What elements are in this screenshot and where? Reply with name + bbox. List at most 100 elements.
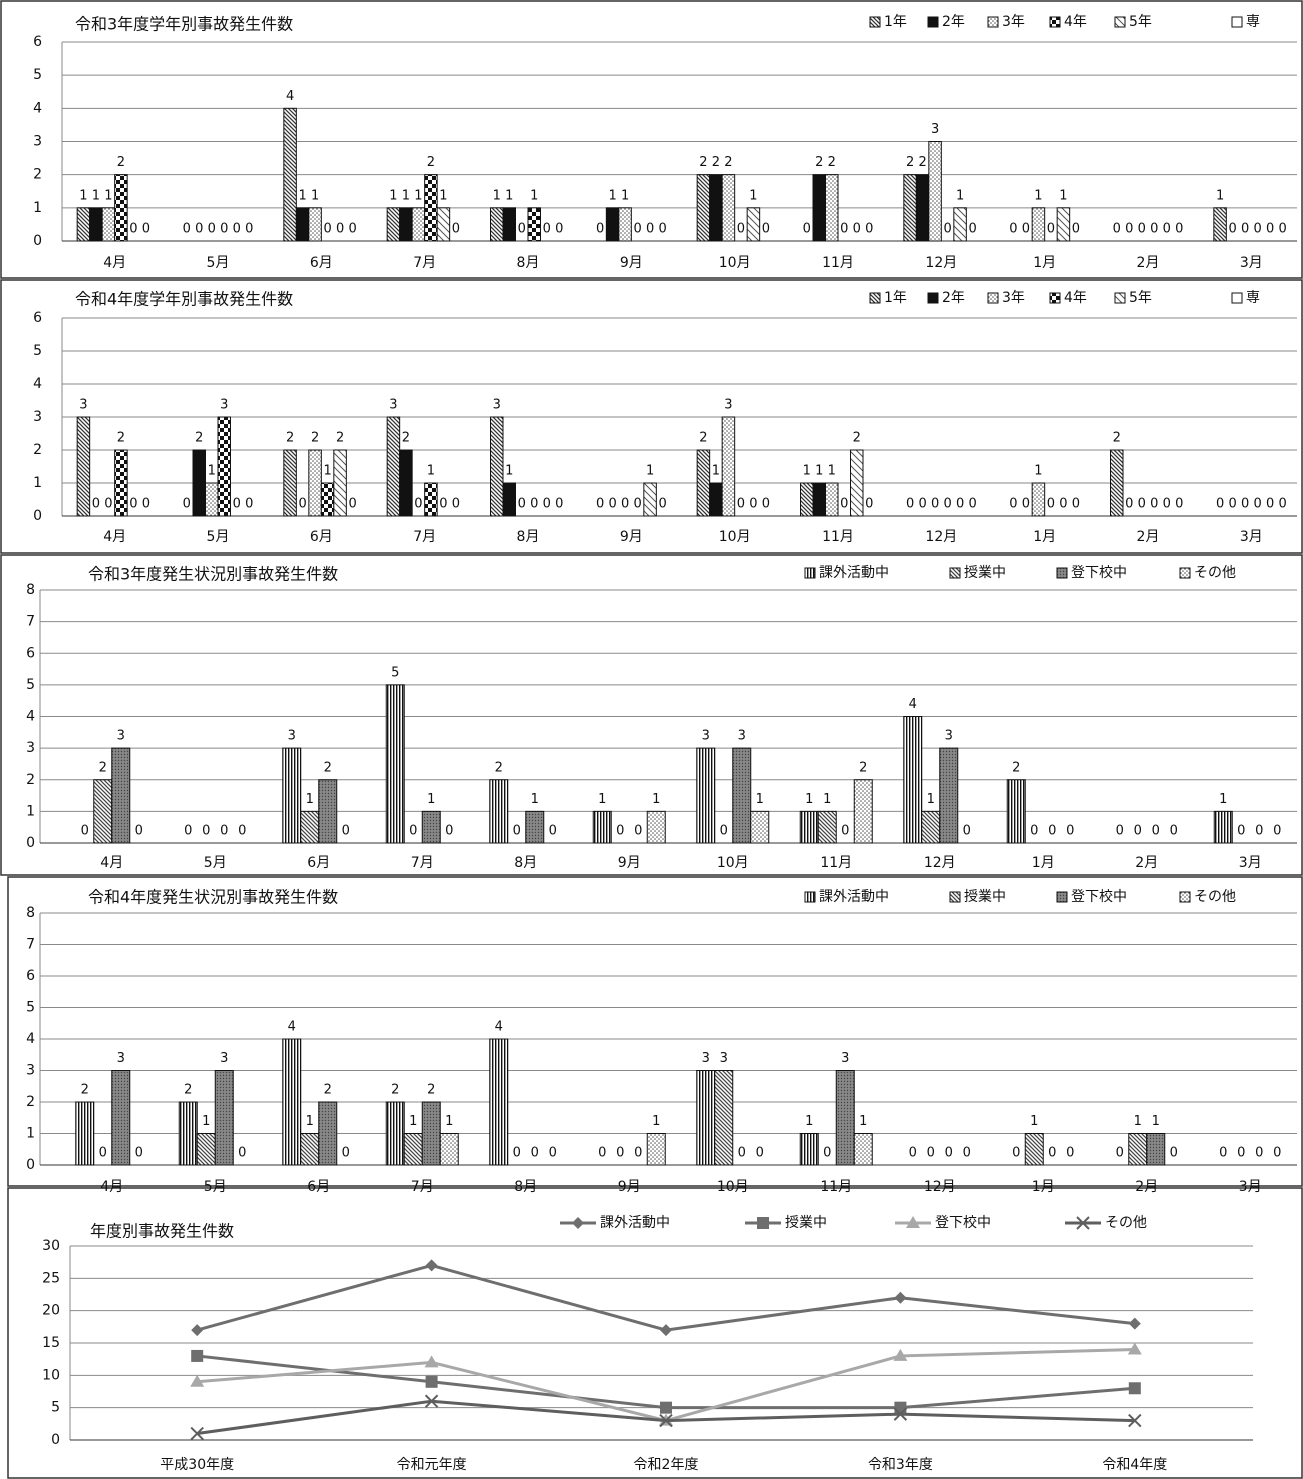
line-marker — [424, 1355, 439, 1368]
value-label: 0 — [1163, 497, 1171, 512]
x-tick-label: 12月 — [924, 1179, 956, 1195]
value-label: 0 — [1009, 222, 1017, 237]
value-label: 0 — [323, 222, 331, 237]
bar — [386, 416, 401, 517]
value-label: 0 — [737, 497, 745, 512]
y-tick-label: 2 — [26, 772, 35, 788]
x-tick-label: 1月 — [1033, 529, 1056, 545]
legend-label: 授業中 — [964, 565, 1006, 581]
value-label: 0 — [1125, 497, 1133, 512]
line-marker — [190, 1426, 204, 1441]
value-label: 1 — [828, 464, 836, 479]
line-marker — [894, 1401, 907, 1414]
value-label: 0 — [238, 1146, 246, 1161]
value-label: 0 — [452, 222, 460, 237]
line-marker — [659, 1413, 673, 1428]
x-tick-label: 10月 — [717, 855, 749, 871]
value-label: 2 — [117, 431, 125, 446]
value-label: 2 — [815, 155, 823, 170]
line-marker — [757, 1217, 769, 1229]
value-label: 2 — [324, 1083, 332, 1098]
value-label: 1 — [621, 188, 629, 203]
value-label: 0 — [549, 1146, 557, 1161]
y-tick-label: 6 — [33, 34, 42, 50]
value-label: 0 — [823, 1146, 831, 1161]
chart-title: 令和4年度学年別事故発生件数 — [75, 290, 293, 309]
value-label: 0 — [616, 1146, 624, 1161]
y-tick-label: 5 — [33, 67, 42, 83]
bar — [525, 810, 545, 844]
value-label: 1 — [323, 464, 331, 479]
value-label: 0 — [129, 222, 137, 237]
value-label: 0 — [616, 824, 624, 839]
value-label: 0 — [1150, 497, 1158, 512]
value-label: 0 — [621, 497, 629, 512]
legend-swatch — [949, 891, 961, 903]
y-tick-label: 6 — [26, 645, 35, 661]
value-label: 1 — [652, 792, 660, 807]
x-tick-label: 3月 — [1239, 855, 1262, 871]
line-marker — [572, 1217, 584, 1229]
value-label: 1 — [1134, 1114, 1142, 1129]
y-tick-label: 0 — [33, 508, 42, 524]
bar — [421, 1101, 441, 1166]
bar — [714, 1070, 734, 1166]
bar — [618, 207, 632, 242]
bar — [1128, 1133, 1148, 1166]
bar — [1031, 207, 1046, 242]
value-label: 2 — [195, 431, 203, 446]
value-label: 0 — [1009, 497, 1017, 512]
value-label: 1 — [311, 188, 319, 203]
y-tick-label: 10 — [42, 1367, 60, 1383]
line-marker — [1127, 1342, 1142, 1355]
y-tick-label: 30 — [42, 1238, 60, 1254]
value-label: 0 — [245, 222, 253, 237]
value-label: 0 — [963, 1146, 971, 1161]
x-tick-label: 5月 — [207, 255, 230, 271]
value-label: 0 — [1241, 497, 1249, 512]
bar — [196, 1133, 216, 1166]
value-label: 2 — [402, 431, 410, 446]
value-label: 0 — [1219, 1146, 1227, 1161]
bar — [605, 207, 620, 242]
y-tick-label: 6 — [26, 968, 35, 984]
legend-label: 専 — [1246, 290, 1260, 306]
value-label: 1 — [598, 792, 606, 807]
value-label: 3 — [702, 1051, 710, 1066]
value-label: 0 — [238, 824, 246, 839]
legend-label: 1年 — [884, 14, 907, 30]
bar — [750, 810, 770, 844]
value-label: 0 — [762, 497, 770, 512]
bar — [300, 1133, 320, 1166]
bar — [921, 810, 941, 844]
x-tick-label: 令和3年度 — [868, 1457, 933, 1473]
value-label: 3 — [79, 398, 87, 413]
value-label: 1 — [505, 464, 513, 479]
value-label: 0 — [1237, 1146, 1245, 1161]
y-tick-label: 20 — [42, 1303, 60, 1319]
value-label: 2 — [324, 760, 332, 775]
y-tick-label: 1 — [26, 1126, 35, 1142]
chart-title: 令和3年度学年別事故発生件数 — [75, 15, 293, 34]
value-label: 0 — [1278, 497, 1286, 512]
y-tick-label: 2 — [26, 1094, 35, 1110]
x-tick-label: 5月 — [207, 529, 230, 545]
value-label: 0 — [220, 222, 228, 237]
x-tick-label: 4月 — [100, 1179, 123, 1195]
value-label: 0 — [184, 824, 192, 839]
value-label: 0 — [596, 222, 604, 237]
y-tick-label: 2 — [33, 167, 42, 183]
x-tick-label: 6月 — [310, 529, 333, 545]
value-label: 3 — [220, 1051, 228, 1066]
x-tick-label: 平成30年度 — [160, 1457, 234, 1473]
x-tick-label: 10月 — [717, 1179, 749, 1195]
value-label: 0 — [865, 222, 873, 237]
value-label: 2 — [1012, 760, 1020, 775]
value-label: 0 — [336, 222, 344, 237]
bar — [817, 810, 837, 844]
legend-swatch — [804, 567, 816, 579]
y-tick-label: 4 — [26, 1031, 35, 1047]
bar — [178, 1101, 198, 1166]
bar — [1213, 207, 1227, 242]
line-marker — [660, 1401, 672, 1414]
